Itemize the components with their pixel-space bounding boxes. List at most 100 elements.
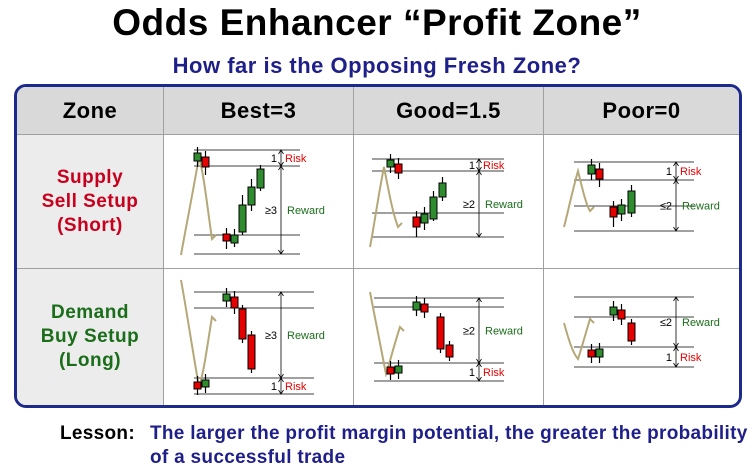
cell-supply-poor-candle-3 [609,206,618,218]
supply-label-line-2: Sell Setup [41,190,139,212]
cell-demand-good-candle-6 [445,344,454,358]
cell-supply-good-risk-label: Risk [483,160,505,172]
cell-demand-best-candle-2 [201,379,210,388]
row-label-supply: Supply Sell Setup (Short) [17,135,163,268]
cell-demand-good-risk-arrow-head-bottom [476,376,482,382]
cell-supply-good-risk-value: 1 [469,160,475,172]
cell-demand-poor-reward-value: ≤2 [660,317,672,329]
cell-supply-best-candle-2 [201,156,210,168]
header-poor: Poor=0 [544,87,739,134]
cell-demand-good-risk-value: 1 [469,367,475,379]
cell-demand-poor-price-path [563,317,595,361]
cell-supply-good: 1 Risk ≥2 Reward [369,154,523,248]
header-best: Best=3 [164,87,353,134]
cell-supply-poor-reward-value: ≤2 [660,201,672,213]
cell-supply-poor: 1 Risk ≤2 Reward [563,159,720,232]
cell-supply-poor-reward-arrow-head-top [673,179,679,185]
cell-demand-best-reward-arrow-head-top [278,291,284,297]
cell-demand-best-candle-5 [238,308,247,340]
cell-demand-best: ≥3 Reward 1 Risk [180,279,325,395]
supply-label-line-1: Supply [56,166,124,188]
cell-supply-best-reward-value: ≥3 [265,205,277,217]
cell-demand-poor-candle-3 [609,306,618,316]
cell-supply-poor-candle-1 [587,164,596,175]
lesson-text: The larger the profit margin potential, … [150,423,748,468]
row-divider [17,268,739,269]
cell-demand-poor-risk-value: 1 [666,352,672,364]
cell-demand-good-reward-value: ≥2 [463,326,475,338]
cell-demand-best-risk-value: 1 [271,381,277,393]
cell-supply-poor-candle-2 [595,168,604,180]
cell-supply-poor-risk-arrow-head-top [673,161,679,167]
cell-supply-poor-price-path [563,167,595,228]
cell-demand-best-reward-value: ≥3 [265,330,277,342]
col-divider-1 [163,87,164,405]
cell-demand-good-price-path [369,291,405,378]
cell-demand-poor-risk-label: Risk [680,352,702,364]
cell-demand-poor-candle-2 [595,348,604,358]
cell-supply-good-reward-arrow-head-bottom [476,232,482,238]
cell-supply-best: 1 Risk ≥3 Reward [180,147,325,256]
cell-supply-good-candle-2 [394,163,403,174]
cell-demand-good: ≥2 Reward 1 Risk [369,291,523,382]
cell-demand-good-candle-1 [386,366,395,375]
cell-supply-good-reward-arrow-head-top [476,170,482,176]
page-subtitle: How far is the Opposing Fresh Zone? [172,53,582,78]
cell-supply-good-candle-6 [438,182,447,198]
cell-demand-best-price-path [180,279,217,388]
header-divider [17,134,739,135]
lesson-label: Lesson: [60,423,135,444]
cell-supply-good-reward-label: Reward [485,199,523,211]
odds-table: Zone Best=3 Good=1.5 Poor=0 Supply Sell … [14,84,742,408]
cell-demand-poor-reward-label: Reward [682,317,720,329]
cell-supply-best-reward-label: Reward [287,205,325,217]
cell-supply-best-risk-label: Risk [285,153,307,165]
cell-supply-best-candle-4 [230,234,239,244]
cell-demand-good-reward-label: Reward [485,326,523,338]
cell-supply-best-risk-value: 1 [271,153,277,165]
cell-supply-poor-risk-value: 1 [666,166,672,178]
cell-demand-good-candle-5 [436,316,445,350]
cell-supply-best-price-path [180,156,217,256]
cell-demand-poor: ≤2 Reward 1 Risk [563,296,720,368]
cell-supply-best-reward-arrow-head-top [278,165,284,171]
header-good: Good=1.5 [354,87,543,134]
cell-supply-poor-candle-4 [617,204,626,215]
cell-demand-poor-risk-arrow-head-bottom [673,362,679,368]
cell-demand-best-candle-1 [193,381,202,390]
col-divider-3 [543,87,544,405]
cell-demand-best-reward-label: Reward [287,330,325,342]
page-title: Odds Enhancer “Profit Zone” [112,2,642,43]
cell-demand-best-risk-label: Risk [285,381,307,393]
cell-demand-poor-reward-arrow-head-top [673,296,679,302]
cell-supply-good-candle-3 [412,216,421,228]
cell-demand-best-candle-6 [247,334,256,370]
cell-demand-good-candle-4 [420,303,429,313]
cell-supply-good-reward-value: ≥2 [463,199,475,211]
header-zone: Zone [17,87,163,134]
cell-supply-good-risk-arrow-head-top [476,158,482,164]
cell-supply-best-reward-arrow-head-bottom [278,249,284,255]
cell-demand-good-reward-arrow-head-top [476,297,482,303]
demand-label-line-3: (Long) [58,350,122,371]
demand-label-line-1: Demand [51,302,129,323]
cell-supply-best-candle-6 [247,186,256,206]
cell-demand-poor-candle-4 [617,309,626,320]
cell-supply-good-price-path [369,166,403,248]
cell-demand-best-candle-4 [230,296,239,309]
cell-demand-best-candle-3 [222,293,231,302]
cell-demand-best-risk-arrow-head-bottom [278,389,284,395]
cell-demand-poor-candle-5 [627,322,636,342]
cell-supply-best-candle-7 [256,168,265,189]
demand-label-line-2: Buy Setup [40,326,140,347]
cell-supply-best-candle-1 [193,152,202,162]
cell-supply-poor-reward-label: Reward [682,201,720,213]
cell-demand-good-risk-label: Risk [483,367,505,379]
cell-demand-good-candle-2 [394,365,403,374]
cell-supply-poor-candle-5 [627,190,636,214]
cell-demand-good-risk-arrow-head-top [476,362,482,368]
cell-supply-best-candle-3 [222,233,231,242]
row-label-demand: Demand Buy Setup (Long) [17,269,163,405]
cell-demand-best-risk-arrow-head-top [278,377,284,383]
